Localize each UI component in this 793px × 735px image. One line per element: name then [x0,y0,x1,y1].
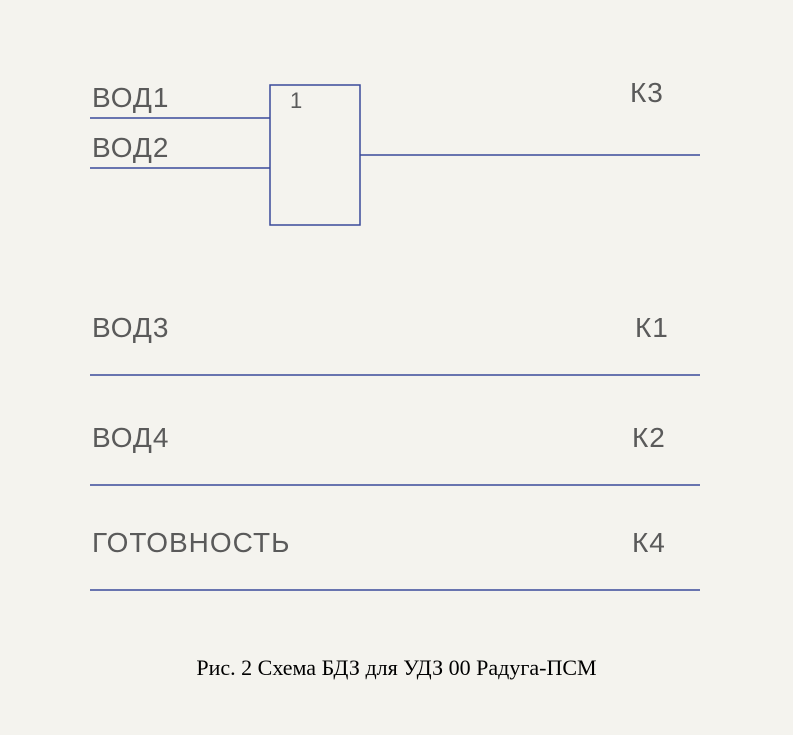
through-right-k1: К1 [635,312,669,344]
output-label-k3: К3 [630,77,664,109]
input-label-vod1: ВОД1 [92,82,169,114]
input-label-vod2: ВОД2 [92,132,169,164]
through-left-vod4: ВОД4 [92,422,169,454]
through-right-k4: К4 [632,527,666,559]
figure-caption: Рис. 2 Схема БДЗ для УДЗ 00 Радуга-ПСМ [0,655,793,681]
through-left-vod3: ВОД3 [92,312,169,344]
through-left-readiness: ГОТОВНОСТЬ [92,527,290,559]
gate-label: 1 [290,88,303,114]
through-right-k2: К2 [632,422,666,454]
